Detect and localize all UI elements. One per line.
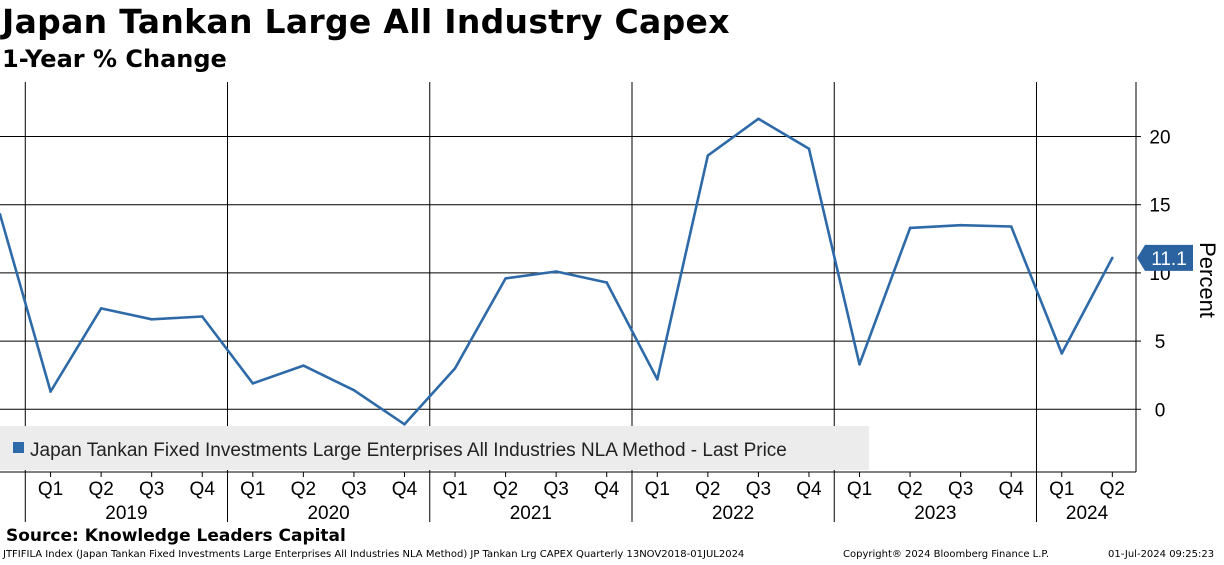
year-label: 2024	[1066, 503, 1109, 524]
chart-subtitle: 1-Year % Change	[2, 45, 227, 73]
data-point	[453, 367, 457, 370]
x-tick-label: Q2	[88, 479, 113, 500]
data-point	[858, 362, 861, 366]
data-point	[504, 277, 507, 280]
source-note: Source: Knowledge Leaders Capital	[6, 526, 346, 546]
x-tick-label: Q3	[543, 479, 568, 500]
year-label: 2019	[105, 503, 147, 524]
y-tick-label: 0	[1155, 400, 1166, 421]
data-point	[49, 390, 52, 393]
x-tick-label: Q1	[1049, 479, 1074, 500]
x-tick-label: Q1	[645, 479, 670, 500]
y-tick-label: 20	[1149, 128, 1170, 149]
data-point	[1111, 256, 1114, 260]
data-point	[554, 270, 558, 273]
footer-copyright: Copyright® 2024 Bloomberg Finance L.P.	[843, 549, 1050, 560]
x-tick-label: Q2	[695, 479, 720, 500]
data-point	[200, 315, 204, 318]
x-tick-label: Q3	[746, 479, 771, 500]
x-tick-label: Q1	[847, 479, 872, 500]
x-tick-label: Q4	[392, 479, 418, 500]
x-tick-label: Q3	[948, 479, 973, 500]
data-point	[150, 317, 153, 321]
footer-description: JTFIFILA Index (Japan Tankan Fixed Inves…	[3, 549, 745, 560]
data-point	[807, 147, 811, 151]
data-point	[1060, 352, 1064, 355]
y-axis-title: Percent	[1195, 242, 1220, 318]
y-tick-label: 15	[1149, 196, 1170, 217]
x-tick-label: Q4	[190, 479, 216, 500]
data-point	[959, 223, 962, 227]
legend-swatch	[13, 442, 24, 453]
x-tick-label: Q1	[38, 479, 63, 500]
x-tick-label: Q1	[240, 479, 265, 500]
data-point	[0, 212, 2, 216]
data-point	[352, 388, 356, 392]
data-point	[403, 422, 406, 426]
x-tick-label: Q2	[1100, 479, 1125, 500]
data-point	[757, 117, 760, 121]
x-tick-label: Q4	[999, 479, 1025, 500]
last-value-label: 11.1	[1151, 249, 1187, 270]
year-label: 2023	[914, 503, 956, 524]
data-point	[99, 307, 103, 310]
y-tick-label: 5	[1155, 332, 1166, 353]
x-tick-label: Q2	[291, 479, 316, 500]
data-point	[655, 377, 659, 381]
data-point	[251, 382, 255, 385]
last-value-badge	[1137, 244, 1193, 271]
x-tick-label: Q4	[796, 479, 822, 500]
last-value-tag: 11.1	[1137, 244, 1193, 271]
year-label: 2020	[307, 503, 349, 524]
x-tick-label: Q2	[493, 479, 518, 500]
x-tick-label: Q4	[594, 479, 620, 500]
data-point	[1009, 225, 1013, 228]
chart-title: Japan Tankan Large All Industry Capex	[2, 2, 730, 41]
data-point	[302, 364, 305, 367]
data-point	[605, 281, 609, 284]
year-label: 2021	[510, 503, 552, 524]
data-point	[908, 226, 912, 230]
x-tick-label: Q3	[341, 479, 366, 500]
data-point	[706, 154, 710, 157]
footer-timestamp: 01-Jul-2024 09:25:23	[1108, 549, 1215, 560]
x-tick-label: Q1	[442, 479, 467, 500]
legend-box	[0, 426, 869, 470]
x-tick-label: Q3	[139, 479, 164, 500]
x-tick-label: Q2	[897, 479, 922, 500]
legend-label: Japan Tankan Fixed Investments Large Ent…	[30, 440, 787, 461]
year-label: 2022	[712, 503, 754, 524]
